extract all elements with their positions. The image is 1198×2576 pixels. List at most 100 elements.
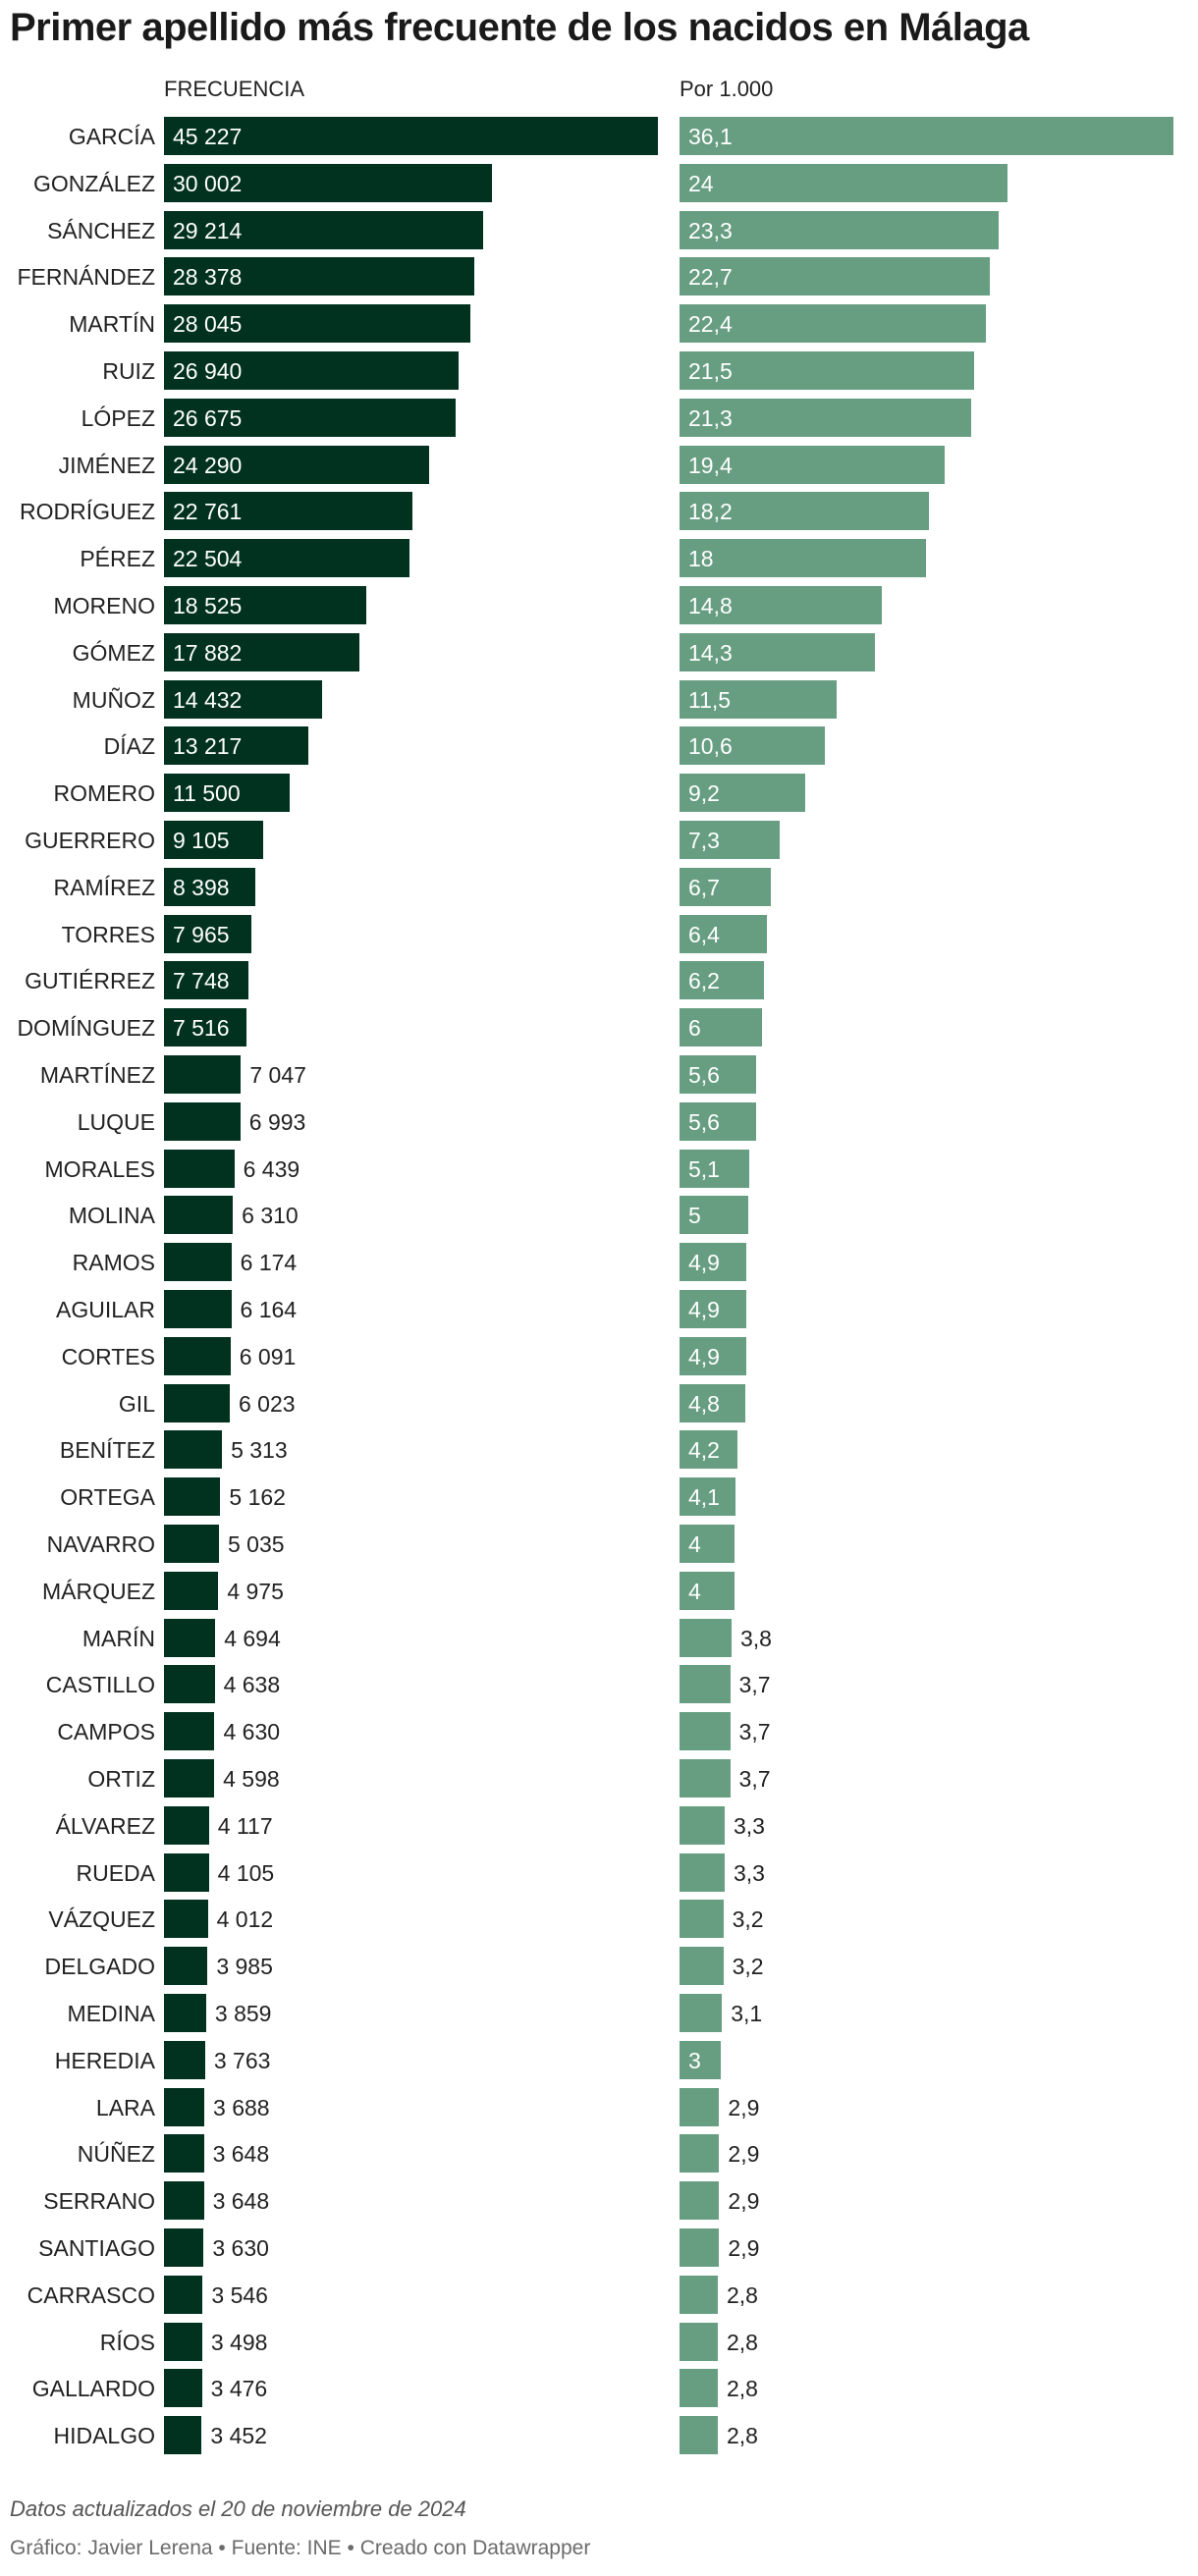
category-label-cortes: CORTES	[61, 1343, 155, 1369]
bar-por-mil-rueda	[680, 1852, 725, 1892]
value-por-mil-alvarez: 3,3	[733, 1812, 765, 1839]
bar-por-mil-gonzalez	[680, 163, 1008, 202]
bar-frecuencia-guerrero	[164, 821, 264, 859]
bar-por-mil-vazquez	[680, 1900, 724, 1939]
bar-frecuencia-munoz	[164, 679, 322, 719]
bar-por-mil-castillo	[680, 1665, 731, 1704]
value-frecuencia-jimenez: 24 290	[173, 452, 243, 478]
value-por-mil-hidalgo: 2,8	[727, 2423, 758, 2449]
value-frecuencia-gallardo: 3 476	[210, 2376, 268, 2402]
bar-frecuencia-castillo	[164, 1665, 215, 1704]
bar-por-mil-gomez	[680, 632, 876, 671]
value-frecuencia-heredia: 3 763	[213, 2047, 271, 2073]
value-frecuencia-lara: 3 688	[213, 2094, 270, 2120]
value-por-mil-luque: 5,6	[688, 1108, 720, 1135]
category-label-ruiz: RUIZ	[102, 358, 155, 384]
value-por-mil-ortiz: 3,7	[738, 1766, 771, 1792]
value-por-mil-navarro: 4	[688, 1531, 701, 1557]
bar-por-mil-diaz	[680, 726, 825, 766]
bar-frecuencia-santiago	[164, 2228, 204, 2267]
category-label-torres: TORRES	[61, 921, 155, 947]
bar-frecuencia-gil	[164, 1383, 230, 1422]
chart-title: Primer apellido más frecuente de los nac…	[10, 6, 1029, 49]
bar-por-mil-rios	[680, 2322, 718, 2361]
column-header-frecuencia: FRECUENCIA	[164, 77, 305, 101]
bar-frecuencia-fernandez	[164, 257, 474, 296]
bar-frecuencia-martin	[164, 304, 470, 344]
category-label-martin: MARTÍN	[69, 311, 155, 338]
category-label-sanchez: SÁNCHEZ	[47, 217, 155, 243]
category-label-garcia: GARCÍA	[68, 124, 155, 149]
bar-frecuencia-marin	[164, 1618, 216, 1657]
category-label-benitez: BENÍTEZ	[59, 1437, 155, 1464]
value-frecuencia-rios: 3 498	[210, 2329, 268, 2355]
value-frecuencia-guerrero: 9 105	[173, 828, 230, 853]
bar-por-mil-medina	[680, 1994, 723, 2032]
bar-frecuencia-medina	[164, 1994, 206, 2032]
bar-por-mil-romero	[680, 774, 806, 813]
category-label-diaz: DÍAZ	[103, 733, 155, 760]
bar-frecuencia-morales	[164, 1149, 235, 1188]
bar-por-mil-delgado	[680, 1947, 724, 1986]
chart-note: Datos actualizados el 20 de noviembre de…	[10, 2496, 466, 2521]
value-frecuencia-serrano: 3 648	[212, 2188, 270, 2215]
category-label-ortega: ORTEGA	[60, 1484, 155, 1511]
value-frecuencia-luque: 6 993	[248, 1108, 306, 1135]
value-frecuencia-torres: 7 965	[173, 921, 230, 947]
category-label-luque: LUQUE	[77, 1108, 155, 1135]
value-por-mil-heredia: 3	[688, 2047, 701, 2073]
bar-por-mil-carrasco	[680, 2275, 718, 2314]
bar-frecuencia-aguilar	[164, 1290, 232, 1328]
bar-frecuencia-ortega	[164, 1477, 221, 1517]
bar-por-mil-moreno	[680, 586, 883, 624]
bar-por-mil-ruiz	[680, 351, 974, 390]
bar-por-mil-marquez	[680, 1571, 735, 1610]
category-label-serrano: SERRANO	[43, 2188, 155, 2215]
category-label-morales: MORALES	[44, 1155, 155, 1182]
category-label-marquez: MÁRQUEZ	[42, 1578, 155, 1604]
bar-por-mil-ortega	[680, 1477, 736, 1517]
value-por-mil-ortega: 4,1	[688, 1484, 720, 1511]
bar-por-mil-hidalgo	[680, 2416, 718, 2455]
bar-frecuencia-diaz	[164, 726, 308, 766]
bar-por-mil-marin	[680, 1618, 732, 1657]
value-por-mil-gomez: 14,3	[688, 639, 733, 666]
category-label-navarro: NAVARRO	[46, 1531, 155, 1557]
value-por-mil-ramos: 4,9	[688, 1250, 720, 1276]
value-frecuencia-dominguez: 7 516	[173, 1015, 230, 1042]
category-label-vazquez: VÁZQUEZ	[48, 1906, 155, 1933]
bar-por-mil-rodriguez	[680, 492, 929, 531]
value-por-mil-guerrero: 7,3	[688, 828, 720, 853]
value-frecuencia-diaz: 13 217	[173, 733, 243, 760]
bar-por-mil-guerrero	[680, 821, 780, 859]
value-por-mil-molina: 5	[688, 1203, 701, 1229]
value-por-mil-benitez: 4,2	[688, 1437, 720, 1464]
bar-frecuencia-ramirez	[164, 867, 256, 906]
value-frecuencia-martin: 28 045	[173, 311, 243, 338]
bar-por-mil-aguilar	[680, 1290, 747, 1328]
value-por-mil-rios: 2,8	[727, 2329, 758, 2355]
bar-por-mil-torres	[680, 914, 768, 953]
value-por-mil-delgado: 3,2	[732, 1954, 764, 1980]
value-por-mil-ramirez: 6,7	[688, 874, 720, 900]
bar-por-mil-benitez	[680, 1430, 737, 1470]
value-frecuencia-perez: 22 504	[173, 546, 243, 572]
bar-frecuencia-garcia	[164, 117, 658, 155]
value-por-mil-santiago: 2,9	[728, 2235, 760, 2261]
bar-por-mil-ortiz	[680, 1759, 731, 1798]
category-label-lopez: LÓPEZ	[81, 404, 155, 431]
value-frecuencia-romero: 11 500	[173, 780, 241, 807]
value-frecuencia-santiago: 3 630	[212, 2235, 269, 2261]
column-header-por-mil: Por 1.000	[680, 77, 774, 101]
category-label-guerrero: GUERRERO	[25, 828, 155, 853]
category-label-medina: MEDINA	[67, 2001, 155, 2026]
value-por-mil-diaz: 10,6	[688, 733, 733, 760]
bar-por-mil-perez	[680, 539, 926, 578]
bar-por-mil-nunez	[680, 2134, 720, 2174]
bar-frecuencia-moreno	[164, 586, 367, 624]
category-label-ramos: RAMOS	[72, 1250, 155, 1276]
bar-frecuencia-serrano	[164, 2181, 204, 2221]
value-por-mil-vazquez: 3,2	[732, 1906, 764, 1933]
value-frecuencia-ramirez: 8 398	[173, 874, 230, 900]
value-por-mil-garcia: 36,1	[688, 124, 733, 149]
